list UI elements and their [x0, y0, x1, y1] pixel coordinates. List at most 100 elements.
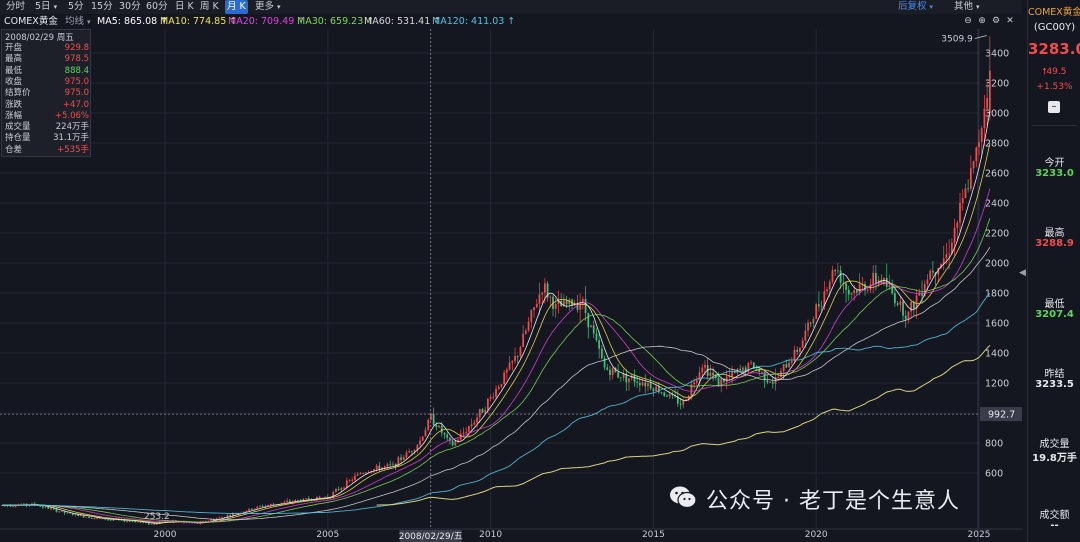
- expand-handle-icon[interactable]: ◀: [1019, 268, 1026, 278]
- candle-body: [340, 487, 343, 490]
- gear-icon[interactable]: ⚙: [991, 16, 1001, 26]
- adjust-dropdown[interactable]: 后复权 ▾: [898, 0, 933, 14]
- info-row-key: 最高: [5, 54, 23, 65]
- low-value: 3207.4: [1035, 309, 1074, 320]
- period-tab-week[interactable]: 周 K: [200, 1, 219, 12]
- candle-body: [931, 270, 934, 273]
- candle-body: [345, 480, 348, 488]
- prev-label: 昨结: [1044, 369, 1065, 380]
- candle-body: [826, 289, 828, 292]
- annotation-label: 253.2: [144, 512, 170, 522]
- candle-body: [831, 270, 834, 282]
- price-chart[interactable]: 6008001000120014001600180020002200240026…: [0, 29, 1022, 542]
- candle-body: [454, 441, 457, 446]
- candle-body: [568, 299, 571, 305]
- candle-body: [948, 253, 951, 255]
- candle-body: [595, 333, 598, 341]
- candle-body: [481, 409, 484, 413]
- close-icon[interactable]: ✕: [1006, 16, 1014, 26]
- y-tick-label: 2000: [985, 259, 1009, 270]
- candle-body: [820, 306, 823, 308]
- y-tick-label: 3000: [985, 109, 1009, 120]
- candle-body: [839, 270, 842, 283]
- candle-body: [655, 386, 657, 392]
- info-row-value: 929.8: [64, 43, 89, 53]
- candle-body: [354, 475, 356, 480]
- candle-body: [828, 281, 831, 290]
- candle-body: [657, 386, 660, 393]
- candle-body: [221, 517, 223, 518]
- candle-body: [750, 362, 752, 364]
- candle-body: [606, 367, 609, 370]
- candle-body: [690, 384, 693, 396]
- info-row-key: 最低: [5, 65, 23, 76]
- period-tab-timeshare[interactable]: 分时: [6, 1, 26, 12]
- wechat-logo: [670, 486, 697, 509]
- ma10-legend: MA10: 774.85 ↑: [160, 16, 238, 27]
- other-dropdown[interactable]: 其他 ▾: [954, 0, 980, 14]
- candle-body: [733, 371, 736, 373]
- candle-body: [926, 279, 929, 285]
- instrument-name: COMEX黄金: [4, 16, 58, 27]
- candle-body: [793, 349, 796, 362]
- candle-body: [77, 513, 80, 517]
- period-tab-day[interactable]: 日 K: [175, 1, 194, 12]
- candle-body: [324, 497, 326, 498]
- candle-body: [337, 488, 340, 490]
- candle-body: [872, 272, 875, 285]
- indicator-dropdown[interactable]: 均线 ▾: [65, 15, 91, 29]
- candle-body: [888, 285, 891, 287]
- candle-body: [142, 522, 145, 524]
- candle-body: [592, 325, 595, 334]
- period-tab-15min[interactable]: 15分: [91, 1, 113, 12]
- x-tick-label: 2015: [642, 530, 665, 540]
- period-tab-more[interactable]: 更多 ▾: [255, 0, 281, 14]
- info-row-key: 成交量: [5, 122, 31, 133]
- candle-body: [834, 270, 837, 272]
- period-tab-30min[interactable]: 30分: [119, 1, 141, 12]
- candle-body: [712, 372, 714, 376]
- other-dropdown-label: 其他: [954, 1, 974, 12]
- candle-body: [660, 392, 663, 394]
- candle-body: [535, 303, 538, 308]
- candle-body: [967, 188, 970, 190]
- candle-body: [476, 417, 478, 423]
- candle-body: [61, 511, 63, 512]
- candle-body: [473, 422, 476, 425]
- candle-body: [280, 502, 283, 505]
- info-row: 结算价 975.0: [5, 88, 89, 99]
- candle-body: [581, 299, 584, 304]
- crosshair-price-label: 992.7: [988, 410, 1015, 421]
- info-row-key: 收盘: [5, 76, 23, 87]
- candle-body: [503, 372, 506, 385]
- candle-body: [465, 431, 468, 433]
- collapse-button[interactable]: –: [1048, 101, 1060, 113]
- candle-body: [638, 382, 641, 386]
- info-row-value: 975.0: [64, 76, 89, 87]
- candle-body: [348, 480, 351, 482]
- period-tab-month[interactable]: 月 K: [225, 0, 248, 14]
- candle-body: [961, 198, 964, 203]
- plus-circle-icon[interactable]: ⊕: [978, 16, 986, 26]
- quote-change-pct: +1.53%: [1036, 82, 1073, 92]
- candle-body: [538, 294, 541, 304]
- candle-body: [69, 512, 71, 514]
- period-tab-5day[interactable]: 5日 ▾: [35, 0, 57, 14]
- info-row-value: 975.0: [64, 88, 89, 99]
- y-tick-label: 3200: [985, 79, 1009, 90]
- candle-body: [940, 264, 942, 268]
- candle-body: [80, 514, 82, 517]
- minus-circle-icon[interactable]: ⊖: [964, 16, 972, 26]
- x-tick-label: 2020: [805, 530, 828, 540]
- candle-body: [584, 299, 587, 314]
- ma20-legend: MA20: 709.49 ↑: [228, 16, 306, 27]
- crosshair-date-box: [399, 530, 462, 542]
- period-tab-5min[interactable]: 5分: [68, 1, 84, 12]
- ma-line-ma250: [376, 344, 991, 506]
- candle-body: [609, 369, 611, 375]
- period-tab-60min[interactable]: 60分: [146, 1, 168, 12]
- candle-body: [864, 283, 866, 291]
- minus-icon: –: [1051, 101, 1057, 112]
- candle-body: [373, 469, 375, 472]
- candle-body: [869, 284, 872, 290]
